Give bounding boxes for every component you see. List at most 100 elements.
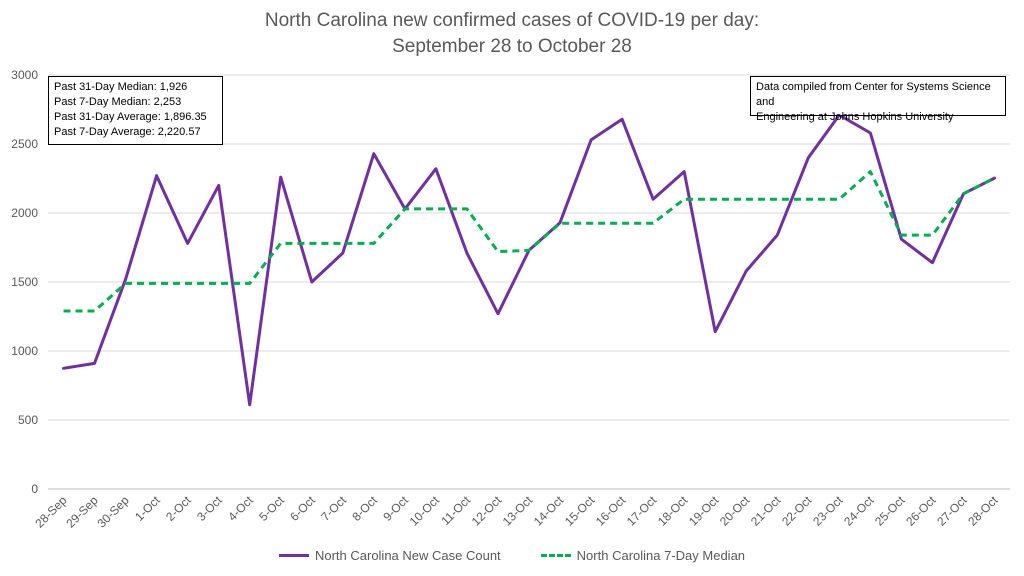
x-tick-label: 5-Oct <box>256 493 287 524</box>
x-tick-label: 27-Oct <box>934 493 970 529</box>
x-tick-label: 29-Sep <box>63 493 100 530</box>
x-tick-label: 2-Oct <box>163 493 194 524</box>
data-point-new-case-count <box>807 156 810 159</box>
x-tick-label: 24-Oct <box>841 493 877 529</box>
data-point-new-case-count <box>217 184 220 187</box>
legend-swatch-dashed <box>540 554 571 557</box>
data-point-7-day-median <box>155 282 158 285</box>
data-point-new-case-count <box>590 138 593 141</box>
legend-swatch-solid <box>278 554 309 557</box>
x-tick-label: 14-Oct <box>531 493 567 529</box>
x-tick-label: 26-Oct <box>903 493 939 529</box>
x-tick-label: 6-Oct <box>287 493 318 524</box>
data-point-7-day-median <box>745 198 748 201</box>
stats-note-box: Past 31-Day Median: 1,926 Past 7-Day Med… <box>48 76 223 145</box>
x-tick-label: 12-Oct <box>469 493 505 529</box>
data-point-new-case-count <box>776 234 779 237</box>
x-tick-label: 22-Oct <box>779 493 815 529</box>
x-tick-label: 13-Oct <box>500 493 536 529</box>
data-point-7-day-median <box>807 198 810 201</box>
data-point-new-case-count <box>279 176 282 179</box>
legend-label-new-case-count: North Carolina New Case Count <box>314 548 501 563</box>
series-line-new-case-count <box>62 113 996 407</box>
data-point-new-case-count <box>186 242 189 245</box>
x-tick-label: 10-Oct <box>407 493 443 529</box>
data-point-7-day-median <box>559 222 562 225</box>
data-point-7-day-median <box>372 242 375 245</box>
data-point-7-day-median <box>279 242 282 245</box>
stat-31-day-average: Past 31-Day Average: 1,896.35 <box>54 111 207 123</box>
data-point-new-case-count <box>248 403 251 406</box>
chart-title-line-2: September 28 to October 28 <box>392 36 632 57</box>
data-point-7-day-median <box>465 207 468 210</box>
legend-label-7-day-median: North Carolina 7-Day Median <box>576 548 746 563</box>
data-point-new-case-count <box>652 198 655 201</box>
legend-item-new-case-count: North Carolina New Case Count <box>278 548 501 563</box>
data-point-7-day-median <box>403 207 406 210</box>
data-point-new-case-count <box>745 269 748 272</box>
chart-legend: North Carolina New Case Count North Caro… <box>0 548 1024 563</box>
data-point-7-day-median <box>838 198 841 201</box>
data-point-7-day-median <box>652 222 655 225</box>
data-point-7-day-median <box>93 309 96 312</box>
y-tick-label: 2500 <box>11 137 38 151</box>
data-point-new-case-count <box>683 170 686 173</box>
x-tick-label: 23-Oct <box>810 493 846 529</box>
data-point-new-case-count <box>310 281 313 284</box>
stat-7-day-median: Past 7-Day Median: 2,253 <box>54 96 182 108</box>
data-point-7-day-median <box>434 207 437 210</box>
y-tick-label: 1500 <box>11 275 38 289</box>
x-tick-label: 16-Oct <box>593 493 629 529</box>
x-tick-label: 8-Oct <box>349 493 380 524</box>
series-line-7-day-median <box>63 170 996 313</box>
source-note-box: Data compiled from Center for Systems Sc… <box>750 76 1006 123</box>
data-point-new-case-count <box>900 238 903 241</box>
data-point-7-day-median <box>248 282 251 285</box>
x-tick-label: 3-Oct <box>194 493 225 524</box>
x-tick-label: 20-Oct <box>717 493 753 529</box>
data-point-7-day-median <box>900 234 903 237</box>
data-point-7-day-median <box>993 177 996 180</box>
data-point-7-day-median <box>186 282 189 285</box>
data-point-7-day-median <box>62 309 65 312</box>
chart-title-line-1: North Carolina new confirmed cases of CO… <box>264 10 760 31</box>
data-point-new-case-count <box>124 278 127 281</box>
data-point-new-case-count <box>714 330 717 333</box>
data-point-7-day-median <box>528 249 531 252</box>
x-tick-label: 19-Oct <box>686 493 722 529</box>
x-tick-label: 18-Oct <box>655 493 691 529</box>
data-point-new-case-count <box>931 261 934 264</box>
data-point-7-day-median <box>590 222 593 225</box>
data-point-new-case-count <box>372 152 375 155</box>
data-point-new-case-count <box>93 362 96 365</box>
data-point-new-case-count <box>869 131 872 134</box>
x-tick-label: 11-Oct <box>438 493 473 528</box>
source-note-line-2: Engineering at Johns Hopkins University <box>756 111 954 123</box>
data-point-new-case-count <box>62 367 65 370</box>
data-point-7-day-median <box>217 282 220 285</box>
x-tick-label: 28-Oct <box>965 493 1001 529</box>
data-point-new-case-count <box>434 167 437 170</box>
x-tick-label: 28-Sep <box>32 493 69 530</box>
data-point-7-day-median <box>310 242 313 245</box>
x-tick-label: 4-Oct <box>225 493 256 524</box>
data-point-7-day-median <box>496 250 499 253</box>
data-point-7-day-median <box>962 192 965 195</box>
x-tick-label: 25-Oct <box>872 493 908 529</box>
y-tick-label: 2000 <box>11 206 38 220</box>
data-point-7-day-median <box>341 242 344 245</box>
x-tick-label: 17-Oct <box>624 493 660 529</box>
data-point-new-case-count <box>496 312 499 315</box>
stat-31-day-median: Past 31-Day Median: 1,926 <box>54 81 188 93</box>
x-tick-label: 30-Sep <box>94 493 131 530</box>
data-point-7-day-median <box>124 282 127 285</box>
stat-7-day-average: Past 7-Day Average: 2,220.57 <box>54 126 201 138</box>
x-tick-label: 1-Oct <box>132 493 163 524</box>
data-point-new-case-count <box>155 174 158 177</box>
data-point-7-day-median <box>714 198 717 201</box>
x-tick-label: 15-Oct <box>562 493 598 529</box>
y-tick-label: 3000 <box>11 68 38 82</box>
y-tick-label: 500 <box>18 413 38 427</box>
